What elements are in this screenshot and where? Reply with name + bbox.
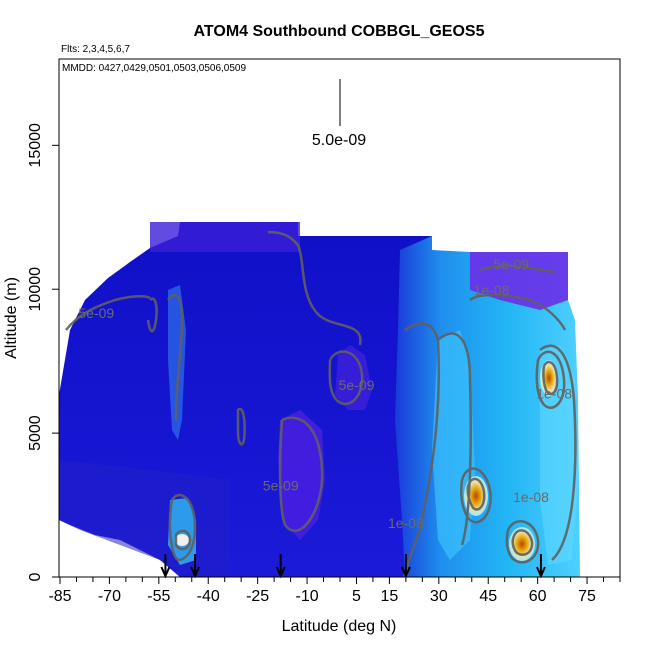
contour-label: 5e-09 xyxy=(339,377,375,393)
legend-value: 5.0e-09 xyxy=(312,132,366,149)
y-tick-label: 0 xyxy=(27,572,44,581)
x-tick-label: -70 xyxy=(98,588,121,605)
x-axis: -85 -70 -55 -40 -25 -10 5 15 30 45 60 75 xyxy=(48,577,621,605)
x-tick-label: 60 xyxy=(529,588,547,605)
contour-label: 5e-09 xyxy=(263,478,299,494)
flight-marker-arrow-icon xyxy=(400,566,411,579)
y-tick-label: 15000 xyxy=(27,123,44,168)
x-tick-label: 15 xyxy=(381,588,399,605)
chart-subtitle-flights: Flts: 2,3,4,5,6,7 xyxy=(61,44,130,55)
flight-marker-arrow-icon xyxy=(190,566,200,579)
y-tick-label: 5000 xyxy=(27,415,44,451)
x-tick-label: -85 xyxy=(48,588,71,605)
contour-label: 5e-09 xyxy=(493,256,529,272)
contour-label: 1e-08 xyxy=(536,386,572,402)
contour-label: 5e-09 xyxy=(78,305,114,321)
x-axis-label: Latitude (deg N) xyxy=(282,618,397,635)
y-tick-label: 10000 xyxy=(27,267,44,312)
concentration-field xyxy=(59,222,580,577)
x-tick-label: 45 xyxy=(479,588,497,605)
contour-label: 1e-08 xyxy=(474,282,510,298)
contour-label: 1e-08 xyxy=(388,515,424,531)
flight-markers xyxy=(160,554,546,579)
chart-subtitle-dates: MMDD: 0427,0429,0501,0503,0506,0509 xyxy=(62,63,246,74)
x-tick-label: -55 xyxy=(147,588,170,605)
x-tick-label: -25 xyxy=(246,588,269,605)
x-tick-label: 30 xyxy=(430,588,448,605)
flight-marker-arrow-icon xyxy=(160,566,171,579)
contour-label: 1e-08 xyxy=(513,489,549,505)
x-tick-label: -40 xyxy=(197,588,220,605)
x-tick-label: -10 xyxy=(295,588,318,605)
chart-title: ATOM4 Southbound COBBGL_GEOS5 xyxy=(194,23,485,40)
y-axis: 0 5000 10000 15000 xyxy=(27,123,59,581)
contour-labels: 5e-09 5e-09 5e-09 5e-09 1e-08 1e-08 1e-08 1e-08 xyxy=(78,256,572,531)
x-tick-label: 75 xyxy=(578,588,596,605)
x-tick-label: 5 xyxy=(352,588,361,605)
flight-marker-arrow-icon xyxy=(536,566,546,579)
y-axis-label: Altitude (m) xyxy=(3,277,20,359)
flight-marker-arrow-icon xyxy=(275,566,286,579)
